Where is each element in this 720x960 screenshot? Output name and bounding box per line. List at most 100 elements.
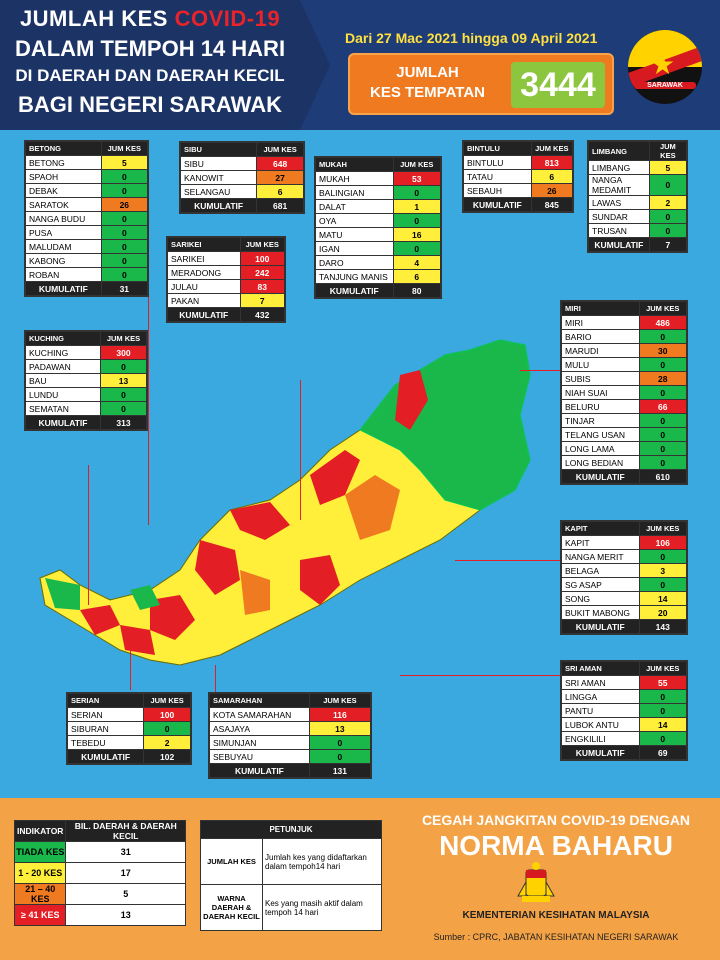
table-row: SPAOH 0 bbox=[25, 169, 149, 184]
table-row: DEBAK 0 bbox=[25, 183, 149, 198]
cumulative-value: 313 bbox=[100, 415, 147, 430]
table-limbang: LIMBANG JUM KES LIMBANG 5 NANGA MEDAMIT 0 LAWA… bbox=[587, 140, 688, 253]
case-count: 3 bbox=[638, 563, 687, 578]
cumulative-value: 69 bbox=[638, 745, 687, 760]
case-count: 0 bbox=[100, 183, 149, 198]
case-count: 55 bbox=[638, 675, 687, 690]
table-row: LONG LAMA 0 bbox=[561, 441, 687, 456]
table-row: SUBIS 28 bbox=[561, 371, 687, 386]
malaysia-crest-icon bbox=[517, 862, 555, 902]
cumulative-row: KUMULATIF 845 bbox=[463, 197, 574, 212]
case-count: 0 bbox=[638, 385, 687, 400]
date-range: Dari 27 Mac 2021 hingga 09 April 2021 bbox=[345, 30, 598, 46]
table-bintulu: BINTULU JUM KES BINTULU 813 TATAU 6 SEBAUH 26 KU… bbox=[462, 140, 574, 213]
cumulative-label: KUMULATIF bbox=[561, 469, 640, 484]
district-name: DARO bbox=[315, 255, 394, 270]
table-row: MIRI 486 bbox=[561, 315, 687, 330]
case-count: 0 bbox=[100, 225, 149, 240]
map-sibu-red bbox=[195, 540, 240, 595]
district-name: OYA bbox=[315, 213, 394, 228]
case-count: 0 bbox=[308, 749, 372, 764]
district-name: SIBURAN bbox=[66, 721, 145, 736]
table-row: BELURU 66 bbox=[561, 399, 687, 414]
case-count: 486 bbox=[638, 315, 687, 330]
table-sibu: SIBU JUM KES SIBU 648 KANOWIT 27 SELANGAU 6 KUMU… bbox=[179, 141, 305, 214]
cumulative-value: 80 bbox=[392, 283, 441, 298]
indicator-range: TIADA KES bbox=[13, 841, 67, 863]
map-kapit-red bbox=[300, 555, 340, 605]
case-count: 0 bbox=[100, 239, 149, 254]
table-row: BELAGA 3 bbox=[561, 563, 687, 578]
table-row: SRI AMAN 55 bbox=[561, 675, 687, 690]
district-name: SIMUNJAN bbox=[209, 735, 310, 750]
case-count: 0 bbox=[648, 174, 688, 196]
district-name: BETONG bbox=[25, 155, 102, 170]
table-row: ASAJAYA 13 bbox=[209, 721, 372, 736]
case-count: 0 bbox=[638, 689, 687, 704]
district-name: SUNDAR bbox=[588, 209, 650, 224]
table-kapit: KAPIT JUM KES KAPIT 106 NANGA MERIT 0 BELAGA 3 S… bbox=[560, 520, 688, 635]
district-name: TRUSAN bbox=[588, 223, 650, 238]
total-cases-box: JUMLAH KES TEMPATAN 3444 bbox=[348, 53, 614, 115]
case-count: 100 bbox=[239, 251, 286, 266]
legend-title: PETUNJUK bbox=[200, 820, 382, 839]
cumulative-label: KUMULATIF bbox=[179, 198, 258, 213]
cumulative-value: 7 bbox=[648, 237, 688, 252]
total-cases-label: JUMLAH KES TEMPATAN bbox=[370, 64, 485, 101]
district-name: PUSA bbox=[25, 225, 102, 240]
district-name: BELURU bbox=[561, 399, 640, 414]
case-count: 6 bbox=[256, 184, 304, 199]
division-name: KUCHING bbox=[24, 331, 102, 346]
map-area: BETONG JUM KES BETONG 5 SPAOH 0 DEBAK 0 SARATOK 2… bbox=[0, 130, 720, 798]
case-count: 0 bbox=[100, 267, 149, 282]
cumulative-label: KUMULATIF bbox=[167, 307, 241, 322]
district-name: ENGKILILI bbox=[561, 731, 640, 746]
case-count: 0 bbox=[648, 209, 688, 224]
legend-key-total: JUMLAH KES bbox=[200, 838, 263, 885]
district-name: PAKAN bbox=[167, 293, 241, 308]
district-name: SEBUYAU bbox=[209, 749, 310, 764]
table-samarahan: SAMARAHAN JUM KES KOTA SAMARAHAN 116 ASAJAYA… bbox=[208, 692, 372, 779]
district-name: SEMATAN bbox=[24, 401, 102, 416]
cumulative-label: KUMULATIF bbox=[24, 415, 102, 430]
cumulative-value: 131 bbox=[308, 763, 372, 778]
case-count: 0 bbox=[100, 211, 149, 226]
case-count: 0 bbox=[100, 401, 147, 416]
title-line-2: DALAM TEMPOH 14 HARI bbox=[14, 36, 286, 61]
table-row: PADAWAN 0 bbox=[24, 359, 147, 374]
division-name: MUKAH bbox=[315, 157, 394, 172]
district-name: KANOWIT bbox=[179, 170, 258, 185]
table-row: TRUSAN 0 bbox=[588, 223, 688, 238]
district-name: SARIKEI bbox=[167, 251, 241, 266]
case-count: 0 bbox=[392, 213, 441, 228]
table-row: BETONG 5 bbox=[25, 155, 149, 170]
indicator-count: 31 bbox=[65, 841, 186, 863]
case-count: 813 bbox=[530, 155, 574, 170]
district-name: SPAOH bbox=[25, 169, 102, 184]
district-name: SIBU bbox=[179, 156, 258, 171]
case-count: 20 bbox=[638, 605, 687, 620]
case-count: 0 bbox=[638, 427, 687, 442]
map-miri-red bbox=[395, 370, 428, 430]
table-row: TEBEDU 2 bbox=[66, 735, 191, 750]
district-name: DEBAK bbox=[25, 183, 102, 198]
table-row: TINJAR 0 bbox=[561, 413, 687, 428]
district-name: KOTA SAMARAHAN bbox=[209, 707, 310, 722]
cumulative-row: KUMULATIF 7 bbox=[588, 237, 688, 252]
case-count: 1 bbox=[392, 199, 441, 214]
table-row: MALUDAM 0 bbox=[25, 239, 149, 254]
district-name: NANGA MEDAMIT bbox=[588, 174, 650, 196]
cumulative-row: KUMULATIF 143 bbox=[561, 619, 687, 634]
cumulative-row: KUMULATIF 31 bbox=[25, 281, 149, 296]
case-count: 26 bbox=[530, 183, 574, 198]
table-row: PAKAN 7 bbox=[167, 293, 286, 308]
table-row: IGAN 0 bbox=[315, 241, 441, 256]
district-name: MUKAH bbox=[315, 171, 394, 186]
case-count: 14 bbox=[638, 717, 687, 732]
table-row: TELANG USAN 0 bbox=[561, 427, 687, 442]
map-bintulu-red bbox=[310, 450, 360, 505]
table-row: LUBOK ANTU 14 bbox=[561, 717, 687, 732]
district-name: DALAT bbox=[315, 199, 394, 214]
column-header: JUM KES bbox=[392, 157, 441, 172]
sarawak-flag-logo: ★ SARAWAK bbox=[628, 30, 702, 104]
